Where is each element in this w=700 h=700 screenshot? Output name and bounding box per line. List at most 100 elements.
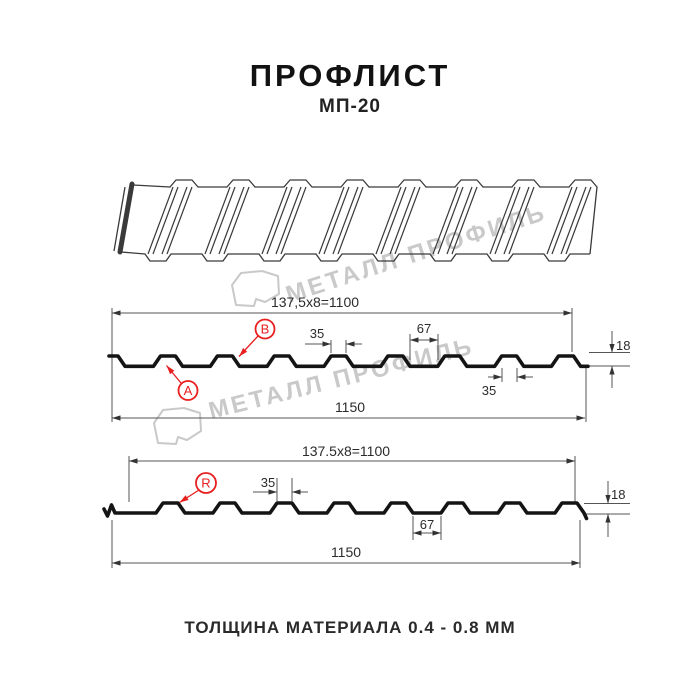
polygon-shape [346,341,355,347]
line-shape [275,186,302,255]
line-shape [565,186,592,255]
line-shape [389,186,416,255]
polygon-shape [322,341,331,347]
page-subtitle: МП-20 [319,96,381,117]
polygon-shape [609,344,615,353]
marker-b-circle [254,318,276,340]
line-shape [218,186,245,255]
line-shape [323,186,350,255]
dim-profile-height: 18 [616,338,630,353]
line-shape [166,186,193,255]
line-shape [147,186,174,255]
marker-a-circle [177,380,199,401]
dim-rib-top-width: 35 [310,326,324,341]
line-shape [560,186,587,255]
polygon-shape [112,415,121,421]
path-shape [117,181,135,255]
polygon-shape [112,560,121,566]
polygon-shape [432,530,441,536]
line-shape [394,186,421,255]
polygon-shape [493,374,502,380]
line-shape [503,186,530,255]
metall-profil-logo-icon [153,407,202,445]
path-shape [543,253,571,262]
path-shape [372,253,400,262]
line-shape [451,186,478,255]
polygon-shape [429,337,438,343]
polygon-shape [166,365,175,375]
line-shape [113,186,126,252]
marker-r-circle [195,472,217,494]
line-shape [280,186,307,255]
polygon-shape [576,415,585,421]
polygon-shape [413,530,422,536]
line-shape [508,186,535,255]
front-view-lines [107,308,630,422]
line-shape [261,186,288,255]
line-shape [204,186,231,255]
path-shape [486,253,514,262]
line-shape [589,186,598,255]
line-shape [380,186,407,255]
path-shape [429,253,457,262]
dim-module-width: 137.5x8=1100 [302,443,390,459]
path-shape [340,179,370,188]
dim-valley-width: 67 [417,321,431,336]
path-shape [107,354,590,369]
polygon-shape [605,514,611,523]
front-view-cross-section: 137,5x8=1100 35 67 18 35 1150 A B [107,294,630,422]
back-view-cross-section: 137.5x8=1100 35 67 18 1150 R [102,443,630,568]
dim-full-width: 1150 [331,544,361,560]
side-markers: R [195,472,217,494]
polygon-shape [292,489,301,495]
page-title: ПРОФЛИСТ [249,58,451,93]
side-markers: A B [177,318,276,401]
line-shape [489,186,516,255]
polygon-shape [571,560,580,566]
path-shape [102,501,589,521]
back-view-lines [102,456,630,568]
watermark: МЕТАЛЛ ПРОФИЛЬ [153,333,477,445]
path-shape [511,179,541,188]
line-shape [432,186,459,255]
line-shape [446,186,473,255]
line-shape [437,186,464,255]
path-shape [397,179,427,188]
footer-note: ТОЛЩИНА МАТЕРИАЛА 0.4 - 0.8 ММ [184,618,516,637]
line-shape [332,186,359,255]
dim-rib-bottom-width: 35 [482,383,496,398]
marker-a-label: A [184,383,193,398]
path-shape [226,179,256,188]
marker-b-label: B [261,322,270,337]
polygon-shape [239,347,248,357]
line-shape [266,186,293,255]
line-shape [375,186,402,255]
path-shape [568,179,598,188]
path-shape [283,179,313,188]
path-shape [201,253,229,262]
line-shape [551,186,578,255]
line-shape [152,186,179,255]
line-shape [209,186,236,255]
path-shape [315,253,343,262]
line-shape [223,186,250,255]
polygon-shape [563,310,572,316]
dim-rib-top-width: 35 [261,475,275,490]
polygon-shape [129,458,138,464]
path-shape [258,253,286,262]
polygon-shape [605,495,611,504]
polygon-shape [112,310,121,316]
polygon-shape [517,374,526,380]
dim-full-width: 1150 [335,399,365,415]
polygon-shape [566,458,575,464]
metall-profil-logo-icon [231,270,280,307]
line-shape [546,186,573,255]
polygon-shape [179,495,189,503]
profiled-sheet-3d-drawing [113,179,598,262]
path-shape [144,253,172,262]
line-shape [132,184,171,188]
line-shape [318,186,345,255]
polygon-shape [609,366,615,375]
